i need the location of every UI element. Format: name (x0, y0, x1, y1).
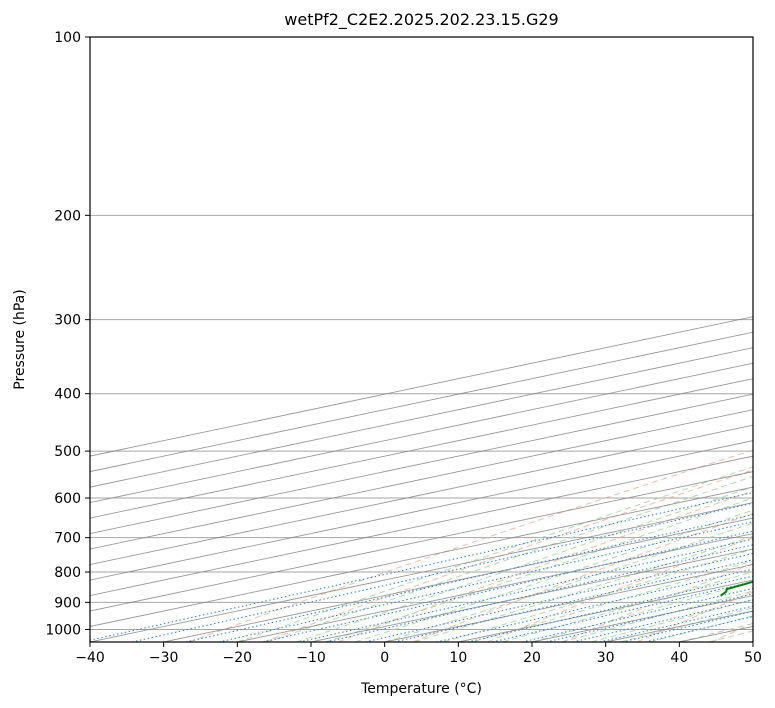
moist-adiabat (472, 560, 753, 642)
x-tick-label: 20 (523, 650, 541, 666)
moist-adiabats (237, 466, 753, 642)
isotherm-line (90, 409, 753, 550)
isotherm-line (90, 424, 753, 566)
isotherm-line (163, 517, 753, 642)
isotherm-line (90, 331, 753, 473)
y-tick-label: 900 (54, 595, 81, 611)
moist-adiabat (266, 475, 753, 642)
moist-adiabat (355, 509, 753, 642)
x-tick-label: −40 (75, 650, 105, 666)
y-tick-label: 200 (54, 208, 81, 224)
moist-adiabat (296, 486, 753, 642)
isotherm-line (90, 455, 753, 596)
y-tick-label: 800 (54, 565, 81, 581)
dry-adiabat (263, 469, 753, 642)
y-axis-title: Pressure (hPa) (12, 289, 28, 389)
x-tick-label: −30 (149, 650, 179, 666)
y-tick-label: 100 (54, 30, 81, 46)
isotherm-line (90, 440, 753, 581)
x-tick-label: 50 (744, 650, 762, 666)
moist-adiabat (531, 581, 753, 642)
mixing-ratio-line (185, 514, 753, 642)
plot-area: 0.10.20.40.611.52346810131620253036-100-… (90, 37, 753, 642)
mixing-ratio-line (492, 581, 753, 642)
x-axis-ticks: −40 −30 −20 −10 0 10 20 30 40 50 (75, 642, 762, 666)
y-tick-label: 600 (54, 491, 81, 507)
x-tick-label: 0 (380, 650, 389, 666)
x-tick-label: −20 (223, 650, 253, 666)
isotherm-line (237, 533, 753, 642)
y-tick-label: 700 (54, 531, 81, 547)
moist-adiabat (384, 522, 753, 642)
moist-adiabat (237, 466, 753, 642)
chart-title: wetPf2_C2E2.2025.202.23.15.G29 (284, 10, 558, 30)
y-tick-label: 300 (54, 313, 81, 329)
dry-adiabat (487, 536, 753, 642)
y-tick-label: 400 (54, 387, 81, 403)
x-tick-label: 10 (449, 650, 467, 666)
mixing-ratio-line (467, 575, 753, 642)
isotherm-line (90, 502, 753, 642)
y-axis-ticks: 100 200 300 400 500 600 700 800 900 1000 (45, 30, 90, 638)
x-tick-label: −10 (296, 650, 326, 666)
mixing-ratio-line (325, 544, 753, 642)
dry-adiabat (188, 449, 753, 642)
y-tick-label: 500 (54, 444, 81, 460)
isotherm-line (90, 471, 753, 612)
mixing-ratio-line (365, 552, 753, 642)
isotherm-line (90, 486, 753, 627)
plot-frame (89, 36, 754, 643)
x-tick-label: 30 (597, 650, 615, 666)
isotherm-line (90, 316, 753, 457)
mixing-ratio-line (394, 559, 753, 642)
y-tick-label: 1000 (45, 622, 81, 638)
x-axis-title: Temperature (°C) (360, 681, 482, 697)
moist-adiabat (443, 548, 753, 642)
mixing-ratio-line (436, 568, 753, 642)
isotherms (90, 316, 753, 642)
mixing-ratio-line (90, 492, 753, 641)
mixing-ratio-lines (90, 492, 753, 642)
moist-adiabat (561, 590, 753, 642)
x-tick-label: 40 (670, 650, 688, 666)
mixing-ratio-line (299, 538, 753, 642)
